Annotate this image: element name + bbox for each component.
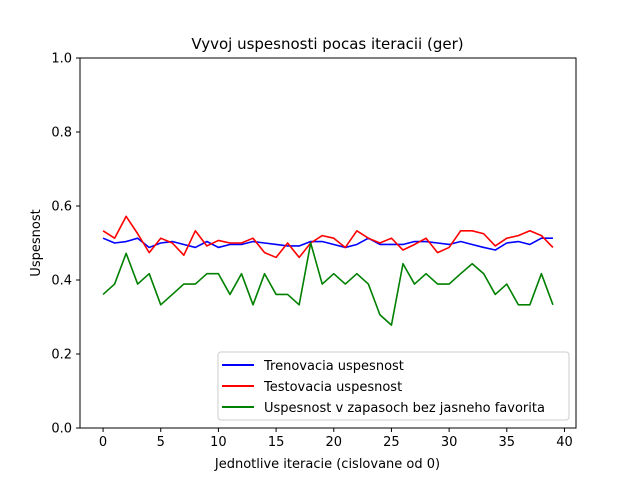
x-tick-label: 0 <box>99 435 107 450</box>
legend: Trenovacia uspesnost Testovacia uspesnost… <box>217 351 570 421</box>
x-axis-label: Jednotlive iteracie (cislovane od 0) <box>214 457 440 472</box>
y-tick-label: 0.4 <box>51 274 72 289</box>
y-tick-label: 1.0 <box>51 52 72 67</box>
legend-label: Testovacia uspesnost <box>263 380 402 395</box>
x-tick-label: 10 <box>210 435 227 450</box>
y-tick-label: 0.2 <box>51 348 72 363</box>
series-line-1 <box>102 237 553 251</box>
chart-title: Vyvoj uspesnosti pocas iteracii (ger) <box>191 35 463 53</box>
x-tick-label: 20 <box>325 435 342 450</box>
x-tick-label: 40 <box>556 435 573 450</box>
plot-frame <box>79 57 577 429</box>
y-tick-label: 0.6 <box>51 200 72 215</box>
series-line-3 <box>102 242 554 326</box>
y-tick-label: 0.0 <box>51 422 72 437</box>
y-tick-label: 0.8 <box>51 126 72 141</box>
y-axis-label: Uspesnost <box>29 209 44 276</box>
series-line-2 <box>102 215 554 259</box>
x-tick-label: 25 <box>383 435 400 450</box>
x-tick-label: 30 <box>441 435 458 450</box>
legend-label: Trenovacia uspesnost <box>263 359 404 374</box>
x-tick-label: 35 <box>499 435 516 450</box>
x-tick-label: 15 <box>268 435 285 450</box>
x-tick-label: 5 <box>157 435 165 450</box>
legend-box <box>217 351 570 421</box>
legend-label: Uspesnost v zapasoch bez jasneho favorit… <box>264 401 545 416</box>
